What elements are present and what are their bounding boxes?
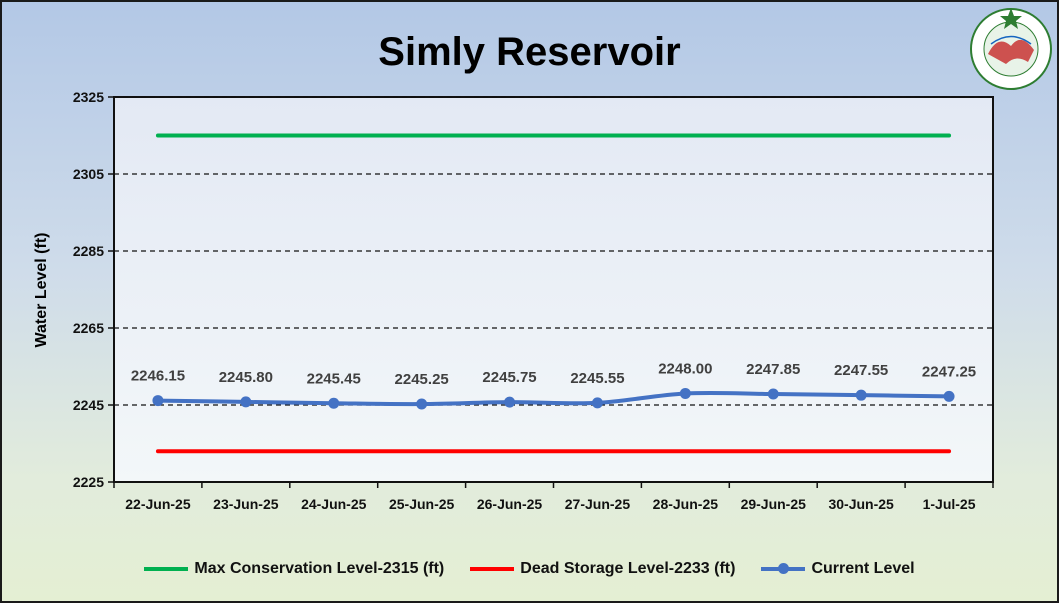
y-tick-label: 2265 xyxy=(73,320,104,336)
data-label: 2245.75 xyxy=(482,369,536,386)
series-line-current-level xyxy=(155,390,952,407)
x-tick-label: 24-Jun-25 xyxy=(301,496,367,512)
legend: Max Conservation Level-2315 (ft) Dead Sto… xyxy=(0,560,1059,578)
y-tick-label: 2305 xyxy=(73,166,104,182)
data-label: 2245.45 xyxy=(307,370,361,387)
data-label: 2247.55 xyxy=(834,362,888,379)
x-tick-label: 28-Jun-25 xyxy=(653,496,719,512)
x-tick-label: 26-Jun-25 xyxy=(477,496,543,512)
data-point xyxy=(416,398,428,410)
legend-swatch xyxy=(470,567,515,571)
x-tick-label: 1-Jul-25 xyxy=(923,496,976,512)
legend-swatch xyxy=(144,567,189,571)
legend-label: Max Conservation Level-2315 (ft) xyxy=(194,560,445,577)
x-tick-label: 25-Jun-25 xyxy=(389,496,455,512)
data-point xyxy=(152,395,164,407)
y-tick-label: 2225 xyxy=(73,474,104,490)
pmd-logo xyxy=(970,8,1052,90)
legend-item: Current Level xyxy=(761,560,915,578)
legend-label: Current Level xyxy=(811,560,915,577)
x-tick-label: 22-Jun-25 xyxy=(125,496,191,512)
legend-item: Max Conservation Level-2315 (ft) xyxy=(144,560,444,578)
x-tick-label: 29-Jun-25 xyxy=(741,496,807,512)
data-point xyxy=(679,387,691,399)
data-label: 2247.25 xyxy=(922,363,976,380)
data-label: 2245.80 xyxy=(219,369,273,386)
y-axis-label: Water Level (ft) xyxy=(33,233,50,348)
y-tick-label: 2325 xyxy=(73,89,104,105)
y-tick-label: 2245 xyxy=(73,397,104,413)
data-point xyxy=(328,397,340,409)
data-point xyxy=(943,390,955,402)
data-label: 2248.00 xyxy=(658,360,712,377)
data-point xyxy=(591,397,603,409)
x-tick-label: 23-Jun-25 xyxy=(213,496,279,512)
plot-background xyxy=(113,96,994,483)
legend-swatch xyxy=(761,563,806,574)
data-label: 2245.55 xyxy=(570,370,624,387)
x-tick-label: 27-Jun-25 xyxy=(565,496,631,512)
y-tick-label: 2285 xyxy=(73,243,104,259)
chart-title: Simly Reservoir xyxy=(378,30,681,74)
data-label: 2245.25 xyxy=(395,371,449,388)
data-point xyxy=(855,389,867,401)
data-point xyxy=(504,396,516,408)
data-point xyxy=(240,396,252,408)
legend-label: Dead Storage Level-2233 (ft) xyxy=(520,560,736,577)
data-label: 2246.15 xyxy=(131,368,185,385)
data-label: 2247.85 xyxy=(746,361,800,378)
x-tick-label: 30-Jun-25 xyxy=(828,496,894,512)
data-point xyxy=(767,388,779,400)
legend-item: Dead Storage Level-2233 (ft) xyxy=(470,560,735,578)
